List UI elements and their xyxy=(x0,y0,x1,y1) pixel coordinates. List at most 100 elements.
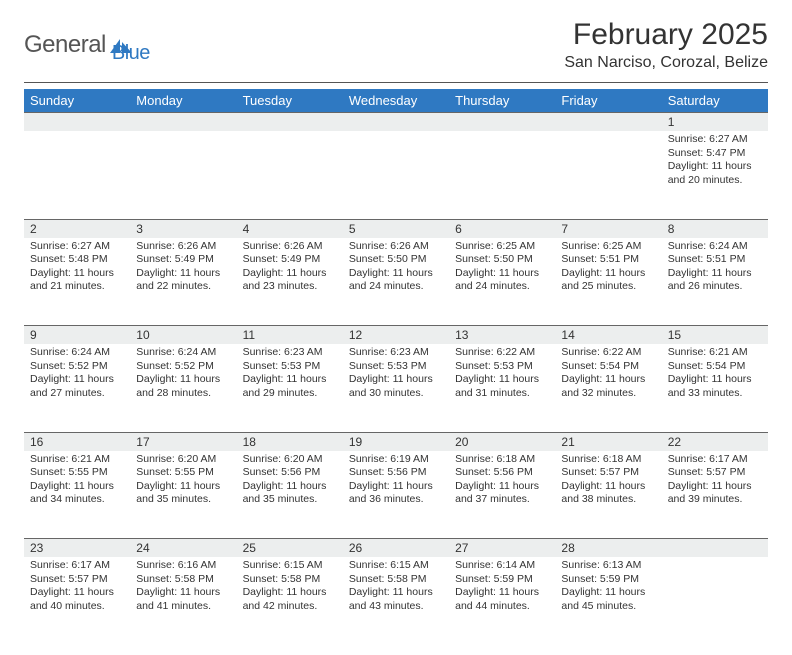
day-body: Sunrise: 6:27 AMSunset: 5:47 PMDaylight:… xyxy=(662,131,768,192)
day-cell: Sunrise: 6:15 AMSunset: 5:58 PMDaylight:… xyxy=(237,557,343,645)
day-cell: Sunrise: 6:26 AMSunset: 5:49 PMDaylight:… xyxy=(237,238,343,326)
weekday-header: Thursday xyxy=(449,89,555,113)
day-cell: Sunrise: 6:27 AMSunset: 5:47 PMDaylight:… xyxy=(662,131,768,219)
day-number: 13 xyxy=(449,326,555,344)
weekday-header: Wednesday xyxy=(343,89,449,113)
day-number: 21 xyxy=(555,433,661,451)
day-cell: Sunrise: 6:15 AMSunset: 5:58 PMDaylight:… xyxy=(343,557,449,645)
brand-text-blue: Blue xyxy=(112,24,172,65)
day-body: Sunrise: 6:18 AMSunset: 5:56 PMDaylight:… xyxy=(449,451,555,512)
day-body: Sunrise: 6:18 AMSunset: 5:57 PMDaylight:… xyxy=(555,451,661,512)
day-number: 12 xyxy=(343,326,449,344)
day-cell: Sunrise: 6:16 AMSunset: 5:58 PMDaylight:… xyxy=(130,557,236,645)
daynum-row: 1 xyxy=(24,113,768,132)
day-cell: Sunrise: 6:13 AMSunset: 5:59 PMDaylight:… xyxy=(555,557,661,645)
day-number-cell: 8 xyxy=(662,219,768,238)
day-number-cell: 11 xyxy=(237,326,343,345)
day-number-cell: 7 xyxy=(555,219,661,238)
day-number: 9 xyxy=(24,326,130,344)
week-row: Sunrise: 6:27 AMSunset: 5:48 PMDaylight:… xyxy=(24,238,768,326)
calendar-head: SundayMondayTuesdayWednesdayThursdayFrid… xyxy=(24,89,768,113)
day-number-cell: 6 xyxy=(449,219,555,238)
day-number-cell: 4 xyxy=(237,219,343,238)
day-body: Sunrise: 6:23 AMSunset: 5:53 PMDaylight:… xyxy=(237,344,343,405)
day-cell: Sunrise: 6:24 AMSunset: 5:52 PMDaylight:… xyxy=(24,344,130,432)
day-body: Sunrise: 6:14 AMSunset: 5:59 PMDaylight:… xyxy=(449,557,555,618)
day-body: Sunrise: 6:15 AMSunset: 5:58 PMDaylight:… xyxy=(237,557,343,618)
weekday-header: Monday xyxy=(130,89,236,113)
day-body: Sunrise: 6:20 AMSunset: 5:55 PMDaylight:… xyxy=(130,451,236,512)
day-cell xyxy=(555,131,661,219)
day-number: 18 xyxy=(237,433,343,451)
day-cell: Sunrise: 6:26 AMSunset: 5:50 PMDaylight:… xyxy=(343,238,449,326)
day-number-cell xyxy=(449,113,555,132)
day-number: 8 xyxy=(662,220,768,238)
day-number: 23 xyxy=(24,539,130,557)
day-body: Sunrise: 6:19 AMSunset: 5:56 PMDaylight:… xyxy=(343,451,449,512)
day-body: Sunrise: 6:20 AMSunset: 5:56 PMDaylight:… xyxy=(237,451,343,512)
location-text: San Narciso, Corozal, Belize xyxy=(564,54,768,72)
day-number: 24 xyxy=(130,539,236,557)
daynum-row: 2345678 xyxy=(24,219,768,238)
calendar-body: 1Sunrise: 6:27 AMSunset: 5:47 PMDaylight… xyxy=(24,113,768,646)
day-body: Sunrise: 6:26 AMSunset: 5:50 PMDaylight:… xyxy=(343,238,449,299)
day-number: 10 xyxy=(130,326,236,344)
day-cell: Sunrise: 6:20 AMSunset: 5:56 PMDaylight:… xyxy=(237,451,343,539)
calendar-table: SundayMondayTuesdayWednesdayThursdayFrid… xyxy=(24,89,768,645)
month-title: February 2025 xyxy=(564,18,768,52)
day-number-cell: 27 xyxy=(449,539,555,558)
day-number: 19 xyxy=(343,433,449,451)
day-number: 11 xyxy=(237,326,343,344)
day-number: 15 xyxy=(662,326,768,344)
day-number-cell xyxy=(343,113,449,132)
day-number: 16 xyxy=(24,433,130,451)
day-number-cell: 15 xyxy=(662,326,768,345)
day-number: 28 xyxy=(555,539,661,557)
day-body: Sunrise: 6:26 AMSunset: 5:49 PMDaylight:… xyxy=(130,238,236,299)
day-number-cell xyxy=(237,113,343,132)
day-cell: Sunrise: 6:21 AMSunset: 5:54 PMDaylight:… xyxy=(662,344,768,432)
week-row: Sunrise: 6:27 AMSunset: 5:47 PMDaylight:… xyxy=(24,131,768,219)
day-number: 1 xyxy=(662,113,768,131)
day-body: Sunrise: 6:16 AMSunset: 5:58 PMDaylight:… xyxy=(130,557,236,618)
weekday-header: Saturday xyxy=(662,89,768,113)
day-number: 6 xyxy=(449,220,555,238)
brand-text-general: General xyxy=(24,31,106,59)
day-cell: Sunrise: 6:24 AMSunset: 5:52 PMDaylight:… xyxy=(130,344,236,432)
day-number-cell: 25 xyxy=(237,539,343,558)
day-number: 14 xyxy=(555,326,661,344)
day-body: Sunrise: 6:22 AMSunset: 5:53 PMDaylight:… xyxy=(449,344,555,405)
day-number-cell: 17 xyxy=(130,432,236,451)
day-body: Sunrise: 6:24 AMSunset: 5:52 PMDaylight:… xyxy=(24,344,130,405)
day-number: 22 xyxy=(662,433,768,451)
day-number-cell: 21 xyxy=(555,432,661,451)
day-body: Sunrise: 6:27 AMSunset: 5:48 PMDaylight:… xyxy=(24,238,130,299)
weekday-row: SundayMondayTuesdayWednesdayThursdayFrid… xyxy=(24,89,768,113)
day-number-cell: 18 xyxy=(237,432,343,451)
day-number: 5 xyxy=(343,220,449,238)
day-number-cell: 2 xyxy=(24,219,130,238)
day-number-cell: 12 xyxy=(343,326,449,345)
day-number-cell: 10 xyxy=(130,326,236,345)
day-body: Sunrise: 6:23 AMSunset: 5:53 PMDaylight:… xyxy=(343,344,449,405)
title-block: February 2025 San Narciso, Corozal, Beli… xyxy=(564,18,768,72)
day-body: Sunrise: 6:22 AMSunset: 5:54 PMDaylight:… xyxy=(555,344,661,405)
day-number: 4 xyxy=(237,220,343,238)
day-number-cell: 14 xyxy=(555,326,661,345)
day-number-cell: 5 xyxy=(343,219,449,238)
day-body: Sunrise: 6:21 AMSunset: 5:55 PMDaylight:… xyxy=(24,451,130,512)
day-number: 2 xyxy=(24,220,130,238)
day-number-cell: 3 xyxy=(130,219,236,238)
day-cell: Sunrise: 6:27 AMSunset: 5:48 PMDaylight:… xyxy=(24,238,130,326)
week-row: Sunrise: 6:21 AMSunset: 5:55 PMDaylight:… xyxy=(24,451,768,539)
day-cell: Sunrise: 6:14 AMSunset: 5:59 PMDaylight:… xyxy=(449,557,555,645)
header-rule xyxy=(24,82,768,83)
week-row: Sunrise: 6:24 AMSunset: 5:52 PMDaylight:… xyxy=(24,344,768,432)
daynum-row: 9101112131415 xyxy=(24,326,768,345)
day-cell xyxy=(130,131,236,219)
weekday-header: Tuesday xyxy=(237,89,343,113)
day-number-cell: 22 xyxy=(662,432,768,451)
day-cell: Sunrise: 6:23 AMSunset: 5:53 PMDaylight:… xyxy=(343,344,449,432)
day-number-cell: 19 xyxy=(343,432,449,451)
day-cell xyxy=(662,557,768,645)
